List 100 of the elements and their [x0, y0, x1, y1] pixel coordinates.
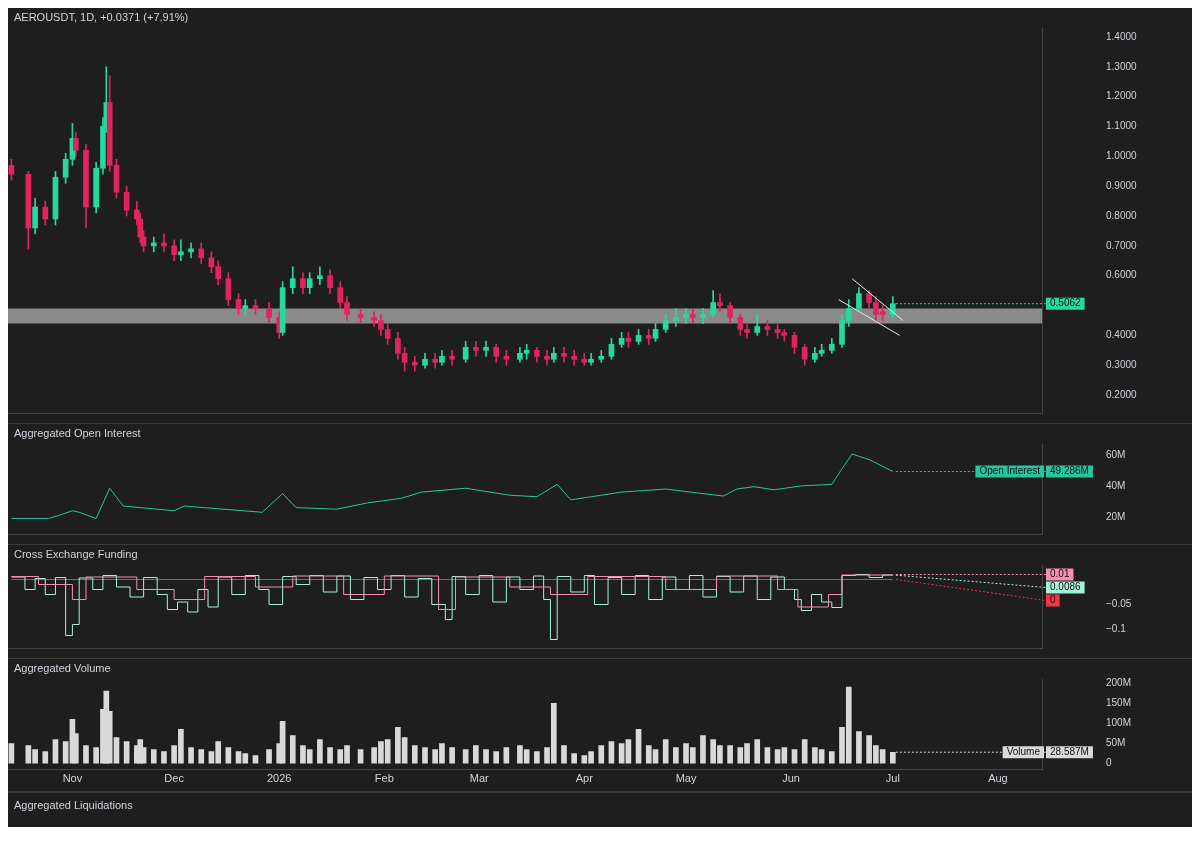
bar: [83, 745, 89, 764]
bar: [473, 745, 479, 764]
bar: [598, 745, 605, 764]
bar: [225, 747, 232, 764]
bar: [62, 741, 69, 764]
candlestick: [483, 341, 489, 357]
y-tick-label: 0.6000: [1106, 269, 1138, 281]
bar: [188, 747, 194, 764]
bar: [662, 739, 669, 764]
bar: [764, 747, 771, 764]
x-tick-label: Jun: [782, 772, 800, 785]
bar: [123, 741, 130, 764]
chart-title: Aggregated Volume: [14, 661, 111, 674]
y-tick-label: 1.3000: [1106, 60, 1138, 72]
bar: [774, 749, 781, 764]
bar: [462, 749, 469, 764]
y-tick-label: 0.7000: [1106, 239, 1138, 251]
bar: [150, 749, 157, 764]
chart-title: AEROUSDT, 1D, +0.0371 (+7.91%): [14, 10, 189, 23]
annotation: 49.286M: [1050, 465, 1089, 477]
x-tick-label: Nov: [62, 772, 83, 785]
x-tick-label: Apr: [575, 772, 594, 785]
y-tick-label: 60M: [1106, 448, 1126, 460]
bar: [700, 735, 706, 764]
y-tick-label: −0.05: [1106, 598, 1132, 610]
bar: [801, 739, 808, 764]
x-tick-label: May: [675, 772, 697, 785]
x-tick-label: Aug: [988, 772, 1008, 785]
y-tick-label: 0.2000: [1106, 388, 1138, 400]
bar: [289, 735, 296, 764]
chart-title: Aggregated Open Interest: [14, 426, 141, 439]
bar: [422, 747, 428, 764]
candlestick: [449, 350, 455, 366]
bar: [534, 751, 540, 764]
y-tick-label: 150M: [1106, 696, 1132, 708]
x-tick-label: Dec: [164, 772, 185, 785]
annotation: 28.587M: [1050, 745, 1089, 757]
candlestick: [683, 308, 689, 324]
candlestick: [689, 308, 696, 324]
y-tick-label: 1.0000: [1106, 150, 1138, 162]
bar: [625, 739, 632, 764]
x-tick-label: Jul: [885, 772, 900, 785]
y-tick-label: 100M: [1106, 717, 1132, 729]
bar: [317, 739, 323, 764]
y-tick-label: 0: [1106, 757, 1112, 769]
candlestick: [411, 355, 418, 372]
bar: [673, 747, 679, 764]
y-tick-label: 0.8000: [1106, 209, 1138, 221]
bar: [198, 749, 205, 764]
bar: [608, 741, 615, 764]
bar: [791, 749, 798, 764]
bar: [266, 749, 272, 764]
candlestick: [717, 293, 723, 312]
bar: [571, 753, 577, 764]
legend-label: Open Interest: [979, 465, 1041, 477]
bar: [411, 745, 418, 764]
bar: [493, 751, 500, 764]
candlestick: [571, 350, 577, 366]
bar: [449, 747, 455, 764]
bar: [483, 749, 489, 764]
annotation: 0: [1050, 594, 1056, 606]
y-tick-label: 40M: [1106, 479, 1126, 491]
x-tick-label: Feb: [374, 772, 394, 785]
bar: [252, 755, 259, 764]
bar: [357, 749, 364, 764]
x-tick-label: 2026: [266, 772, 292, 785]
bar: [42, 751, 49, 764]
y-tick-label: 1.4000: [1106, 30, 1138, 42]
candlestick: [561, 347, 567, 363]
bar: [327, 747, 333, 764]
annotation: 0.01: [1050, 568, 1070, 580]
candlestick: [473, 341, 479, 357]
candlestick: [317, 266, 323, 285]
chart-title: Cross Exchange Funding: [14, 547, 138, 560]
y-tick-label: 0.3000: [1106, 359, 1138, 370]
annotation: 0.0086: [1050, 581, 1082, 593]
annotation: 0.5062: [1050, 297, 1082, 309]
candlestick: [673, 308, 679, 327]
y-tick-label: 200M: [1106, 676, 1132, 688]
bar: [635, 729, 642, 764]
candlestick: [700, 308, 706, 324]
bar: [561, 745, 567, 764]
bar: [8, 743, 15, 764]
y-tick-label: 50M: [1106, 737, 1126, 749]
candlestick: [645, 329, 652, 345]
candlestick: [544, 350, 550, 366]
y-tick-label: 0.4000: [1106, 329, 1138, 341]
y-tick-label: 1.1000: [1106, 120, 1138, 132]
y-tick-label: 1.2000: [1106, 90, 1138, 102]
candlestick: [242, 299, 249, 315]
bar: [161, 751, 167, 764]
y-tick-label: 20M: [1106, 510, 1126, 522]
bar: [781, 747, 788, 764]
y-tick-label: −0.1: [1106, 623, 1127, 635]
bar: [856, 731, 862, 764]
y-tick-label: 0.9000: [1106, 179, 1138, 191]
x-tick-label: Mar: [469, 772, 490, 785]
bar: [727, 745, 733, 764]
text: Aggregated Liquidations: [14, 799, 133, 811]
bar: [52, 739, 59, 764]
